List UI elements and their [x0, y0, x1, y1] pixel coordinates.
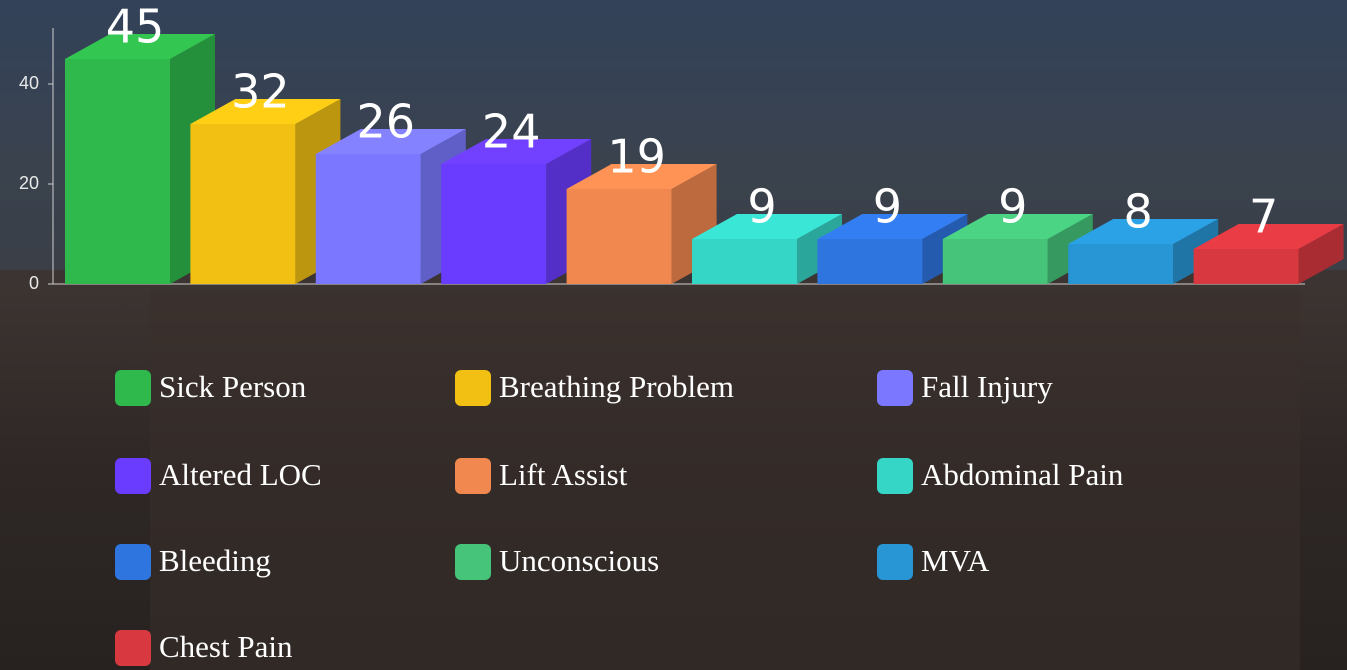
- legend-swatch: [877, 370, 913, 406]
- legend-label: Lift Assist: [499, 457, 628, 492]
- bar-top: [692, 214, 842, 239]
- value-label: 32: [231, 65, 290, 119]
- legend-label: Fall Injury: [921, 369, 1053, 404]
- value-label: 26: [357, 95, 416, 149]
- legend-label: Bleeding: [159, 543, 271, 578]
- value-label: 8: [1124, 185, 1153, 239]
- bar: [692, 239, 797, 284]
- legend-swatch: [455, 370, 491, 406]
- bar: [1193, 249, 1299, 284]
- legend-swatch: [455, 544, 491, 580]
- value-label: 9: [873, 180, 902, 234]
- bar-top: [441, 139, 592, 164]
- bar: [942, 239, 1048, 284]
- bar-top: [1068, 219, 1219, 244]
- bar-top: [566, 164, 717, 189]
- value-label: 9: [998, 180, 1027, 234]
- bar-top: [817, 214, 968, 239]
- legend-swatch: [877, 544, 913, 580]
- bar: [566, 189, 672, 284]
- legend-swatch: [455, 458, 491, 494]
- legend-label: MVA: [921, 543, 990, 578]
- bar: [1068, 244, 1174, 284]
- value-label: 24: [482, 105, 541, 159]
- y-tick-label: 0: [29, 273, 39, 293]
- bar-top: [315, 129, 466, 154]
- y-tick-label: 20: [19, 173, 39, 193]
- legend-label: Chest Pain: [159, 629, 293, 664]
- legend-label: Breathing Problem: [499, 369, 734, 404]
- legend-label: Sick Person: [159, 369, 307, 404]
- value-label: 19: [607, 130, 666, 184]
- bar: [817, 239, 923, 284]
- legend-label: Unconscious: [499, 543, 659, 578]
- value-label: 45: [106, 0, 165, 54]
- bar: [441, 164, 547, 284]
- bar-top: [942, 214, 1093, 239]
- building-tint: [150, 290, 1300, 670]
- bar: [190, 124, 296, 284]
- bar: [65, 59, 170, 284]
- bar-top: [65, 34, 215, 59]
- bar-top: [1193, 224, 1344, 249]
- y-tick-label: 40: [19, 73, 39, 93]
- bar-side: [1298, 224, 1344, 284]
- bar-top: [190, 99, 341, 124]
- value-label: 7: [1249, 190, 1278, 244]
- legend-swatch: [877, 458, 913, 494]
- legend-label: Altered LOC: [159, 457, 322, 492]
- legend-swatch: [115, 370, 151, 406]
- value-label: 9: [747, 180, 776, 234]
- bar: [315, 154, 421, 284]
- legend-label: Abdominal Pain: [921, 457, 1124, 492]
- legend-swatch: [115, 544, 151, 580]
- legend-swatch: [115, 630, 151, 666]
- legend-swatch: [115, 458, 151, 494]
